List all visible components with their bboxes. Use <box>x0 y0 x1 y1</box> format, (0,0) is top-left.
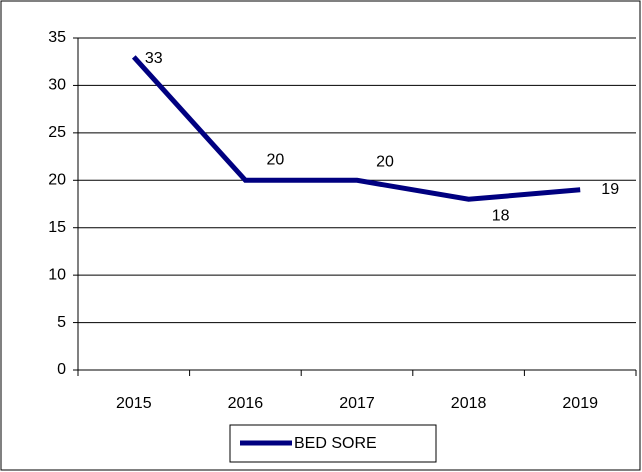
x-tick-label: 2019 <box>562 395 598 412</box>
y-tick-label: 35 <box>48 29 66 46</box>
y-tick-label: 15 <box>48 219 66 236</box>
data-line <box>131 55 581 202</box>
data-label: 20 <box>376 154 394 171</box>
x-tick-label: 2015 <box>116 395 152 412</box>
y-tick-label: 10 <box>48 266 66 283</box>
x-tick-label: 2016 <box>228 395 264 412</box>
x-tick-label: 2018 <box>451 395 487 412</box>
data-label: 19 <box>601 181 619 198</box>
data-label: 18 <box>492 207 510 224</box>
x-tick-label: 2017 <box>339 395 375 412</box>
y-tick-label: 30 <box>48 77 66 94</box>
y-tick-label: 25 <box>48 124 66 141</box>
data-label: 20 <box>267 152 285 169</box>
data-label: 33 <box>145 50 163 67</box>
y-tick-label: 5 <box>57 314 66 331</box>
y-tick-label: 0 <box>57 361 66 378</box>
y-tick-label: 20 <box>48 172 66 189</box>
legend-label: BED SORE <box>294 435 377 452</box>
